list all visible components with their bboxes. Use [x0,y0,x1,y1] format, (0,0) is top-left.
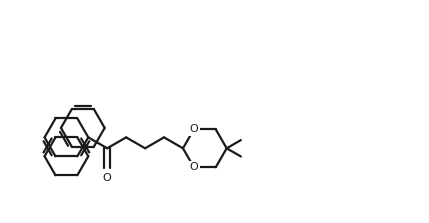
Text: O: O [190,162,198,172]
Text: O: O [103,173,112,183]
Text: O: O [190,124,198,134]
